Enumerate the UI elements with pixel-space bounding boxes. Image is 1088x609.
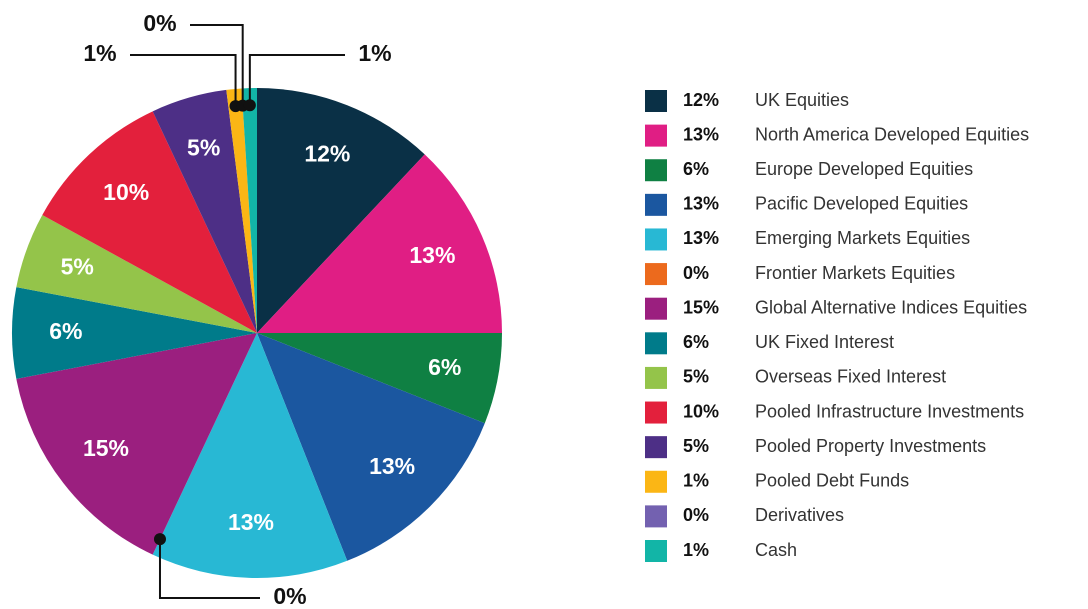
legend-label: Pooled Debt Funds — [755, 471, 909, 491]
pie-slice — [257, 154, 502, 333]
legend-label: Frontier Markets Equities — [755, 263, 955, 283]
legend-swatch — [645, 297, 667, 320]
data-label: 10% — [103, 179, 149, 205]
legend-swatch — [645, 228, 667, 251]
legend-swatch — [645, 332, 667, 355]
pie-slice — [152, 89, 257, 333]
data-label: 1% — [358, 40, 391, 66]
legend-value: 0% — [683, 263, 709, 283]
pie-slice — [42, 111, 257, 333]
legend-value: 1% — [683, 540, 709, 560]
data-label: 5% — [187, 135, 220, 161]
data-label: 6% — [49, 318, 82, 344]
callout-dot — [153, 533, 166, 546]
legend-value: 6% — [683, 159, 709, 179]
data-label: 13% — [228, 509, 274, 535]
pie-slice — [16, 333, 257, 555]
legend-swatch — [645, 159, 667, 182]
legend-swatch — [645, 124, 667, 147]
pie-slice — [257, 333, 485, 561]
pie-slice — [11, 287, 258, 379]
data-label: 1% — [83, 40, 116, 66]
data-label: 13% — [369, 453, 415, 479]
legend-value: 13% — [683, 228, 719, 248]
data-label: 5% — [61, 253, 94, 279]
legend-label: Emerging Markets Equities — [755, 228, 970, 248]
legend-label: Pacific Developed Equities — [755, 194, 968, 214]
legend-value: 1% — [683, 471, 709, 491]
legend-swatch — [645, 193, 667, 216]
pie-slice — [241, 88, 257, 333]
legend-value: 0% — [683, 505, 709, 525]
legend-label: UK Equities — [755, 90, 849, 110]
legend-swatch — [645, 505, 667, 528]
legend-label: UK Fixed Interest — [755, 332, 894, 352]
legend-value: 10% — [683, 401, 719, 421]
data-label: 0% — [143, 10, 176, 36]
legend-value: 12% — [683, 90, 719, 110]
pie-slice — [152, 333, 348, 578]
legend-swatch — [645, 366, 667, 389]
legend-value: 5% — [683, 367, 709, 387]
legend-label: Global Alternative Indices Equities — [755, 297, 1027, 317]
legend-value: 5% — [683, 436, 709, 456]
legend-label: Overseas Fixed Interest — [755, 367, 946, 387]
pie-slice — [257, 333, 502, 424]
data-label: 0% — [273, 583, 306, 609]
data-label: 13% — [409, 242, 455, 268]
legend-swatch — [645, 436, 667, 459]
legend-swatch — [645, 470, 667, 493]
callout-line — [130, 54, 237, 107]
legend-label: North America Developed Equities — [755, 124, 1029, 144]
legend-value: 15% — [683, 297, 719, 317]
legend-label: Derivatives — [755, 505, 844, 525]
legend-label: Europe Developed Equities — [755, 159, 973, 179]
data-label: 15% — [83, 435, 129, 461]
legend-value: 13% — [683, 124, 719, 144]
legend-swatch — [645, 263, 667, 286]
legend-swatch — [645, 90, 667, 112]
pie-slice — [16, 214, 257, 333]
legend-swatch — [645, 401, 667, 424]
pie-slice — [226, 88, 257, 333]
data-label: 6% — [428, 354, 461, 380]
legend-label: Cash — [755, 540, 797, 560]
legend-label: Pooled Infrastructure Investments — [755, 401, 1024, 421]
legend-swatch — [645, 540, 667, 562]
data-label: 12% — [304, 140, 350, 166]
callout-dot — [243, 99, 256, 112]
pie-slice — [257, 88, 425, 333]
callout-line — [248, 54, 345, 106]
legend-value: 13% — [683, 194, 719, 214]
legend-value: 6% — [683, 332, 709, 352]
legend-label: Pooled Property Investments — [755, 436, 986, 456]
callout-line — [158, 539, 260, 599]
callout-line — [190, 24, 244, 106]
